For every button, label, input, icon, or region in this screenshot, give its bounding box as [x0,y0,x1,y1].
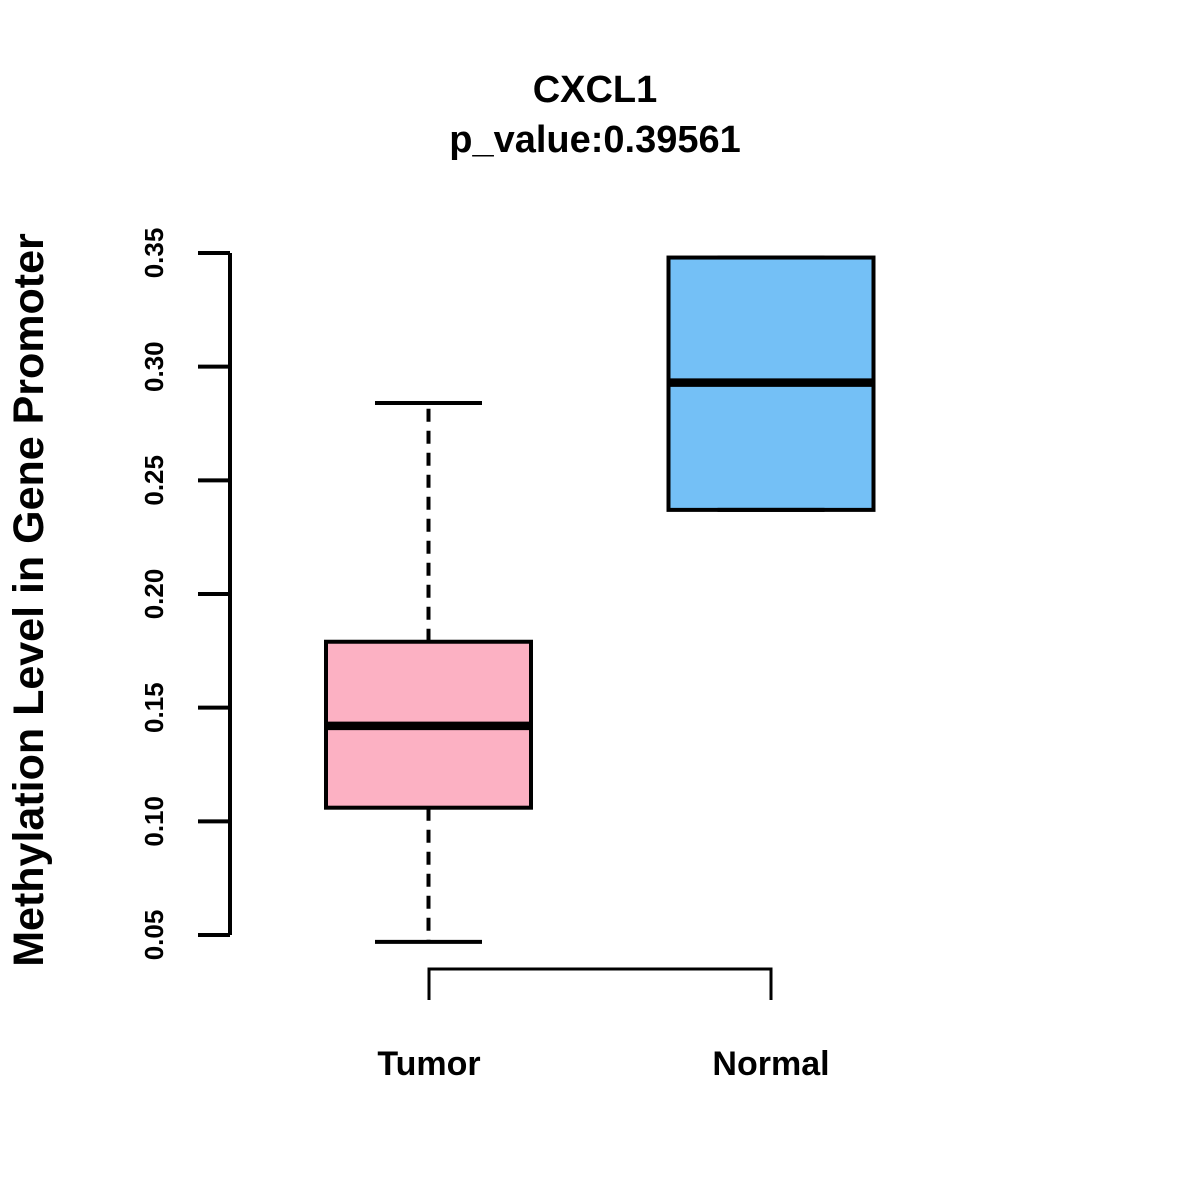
chart-title: CXCL1 [533,69,658,111]
y-tick-label: 0.05 [139,910,169,961]
category-label-normal: Normal [712,1045,829,1083]
category-label-tumor: Tumor [377,1045,480,1083]
y-tick-label: 0.30 [139,341,169,392]
y-axis-title: Methylation Level in Gene Promoter [5,233,53,967]
y-tick-label: 0.15 [139,682,169,733]
category-bracket [427,967,773,1000]
y-tick-label: 0.25 [139,455,169,506]
chart-subtitle: p_value:0.39561 [449,119,741,161]
y-tick-label: 0.10 [139,796,169,847]
y-tick-label: 0.20 [139,569,169,620]
x-axis-bracket [427,967,773,1000]
box-layer [324,255,876,944]
y-tick-label: 0.35 [139,228,169,279]
y-axis: 0.05 0.10 0.15 0.20 0.25 0.30 0.35 [139,228,232,961]
